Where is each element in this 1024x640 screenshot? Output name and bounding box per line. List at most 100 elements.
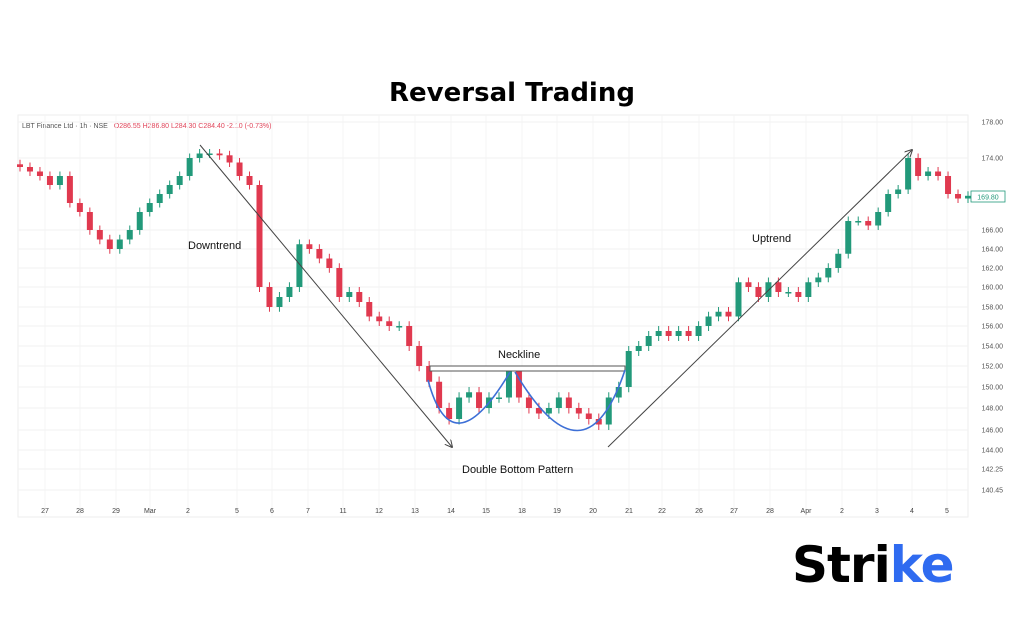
candle-body [775, 282, 782, 292]
candle-body [675, 331, 682, 336]
candle-body [915, 158, 922, 176]
candle-body [206, 153, 213, 155]
candle [17, 159, 23, 172]
candle-body [605, 397, 612, 425]
candle [96, 225, 103, 245]
candle-body [296, 244, 303, 287]
candle-body [625, 351, 632, 387]
x-tick-label: 29 [112, 508, 120, 515]
candle [785, 287, 792, 297]
candle [675, 326, 682, 341]
candle-body [585, 413, 592, 419]
x-tick-label: Mar [144, 508, 157, 515]
candle-body [735, 282, 742, 317]
candle-body [505, 371, 512, 398]
candle-body [875, 212, 882, 226]
candle-body [366, 302, 373, 317]
candle-body [186, 158, 193, 176]
candle-body [835, 253, 842, 268]
candle [216, 149, 223, 160]
candle [106, 234, 113, 254]
candle [366, 297, 373, 322]
candle [495, 392, 502, 403]
candle-body [156, 194, 163, 203]
candle-body [336, 268, 343, 297]
candle-body [615, 387, 622, 398]
candle-body [805, 282, 812, 297]
candle [196, 149, 203, 163]
candle [76, 198, 83, 217]
candle [835, 249, 842, 273]
candle [585, 408, 592, 425]
candle-body [725, 311, 732, 317]
candle-body [885, 194, 892, 212]
candle-body [685, 331, 692, 336]
candle [745, 277, 752, 292]
candle-body [76, 203, 83, 212]
candle-body [236, 162, 243, 176]
downtrend-arrow [199, 144, 452, 447]
candle [905, 153, 912, 194]
candle [705, 311, 712, 331]
time-axis: 27 28 29 Mar 2 5 6 7 11 12 13 14 15 18 19 20 21 22 26 27 28 A… [41, 508, 949, 515]
candle-body [715, 311, 722, 317]
candle [146, 198, 153, 217]
x-tick-label: 27 [730, 508, 738, 515]
grid [17, 114, 969, 518]
candle [555, 392, 562, 414]
candle [965, 191, 971, 203]
candle-body [86, 212, 93, 230]
candle-body [56, 176, 63, 185]
candle-body [955, 194, 962, 199]
candle-body [406, 326, 413, 346]
candle [126, 225, 133, 245]
candle-body [945, 176, 952, 194]
candle [735, 277, 742, 322]
candle [665, 326, 672, 341]
candle-body [456, 397, 463, 419]
candle-body [146, 203, 153, 212]
candle [156, 189, 163, 208]
candle [276, 292, 283, 312]
candle [885, 189, 892, 217]
y-tick-label: 154.00 [982, 344, 1004, 351]
plot-area [17, 114, 969, 518]
candle-body [446, 408, 453, 419]
candle-body [515, 371, 522, 398]
y-tick-label: 162.00 [982, 266, 1004, 273]
x-tick-label: 5 [235, 508, 239, 515]
candle-body [136, 212, 143, 230]
candle-body [286, 287, 293, 297]
candle [825, 263, 832, 283]
candle [685, 326, 692, 341]
candle [36, 167, 43, 181]
y-tick-label: 152.00 [982, 364, 1004, 371]
candle [186, 153, 193, 181]
candle-body [755, 287, 762, 297]
x-tick-label: 2 [840, 508, 844, 515]
candle [865, 216, 872, 230]
last-price-tag: 169.80 [970, 190, 1006, 203]
candle-body [436, 381, 443, 408]
x-tick-label: 21 [625, 508, 633, 515]
candle [755, 282, 762, 302]
candle-body [965, 195, 971, 199]
candle [645, 331, 652, 351]
candle-body [196, 153, 203, 158]
x-tick-label: 27 [41, 508, 49, 515]
x-tick-label: 3 [875, 508, 879, 515]
candle-body [416, 346, 423, 366]
candle [266, 282, 273, 312]
y-tick-label: 166.00 [982, 228, 1004, 235]
candle-body [745, 282, 752, 287]
candle [575, 402, 582, 419]
candle [605, 392, 612, 430]
candle-body [356, 292, 363, 302]
candle [845, 216, 852, 259]
candle [256, 180, 263, 292]
candle-body [96, 230, 103, 240]
x-tick-label: 5 [945, 508, 949, 515]
candle [236, 158, 243, 181]
candle-body [595, 419, 602, 425]
